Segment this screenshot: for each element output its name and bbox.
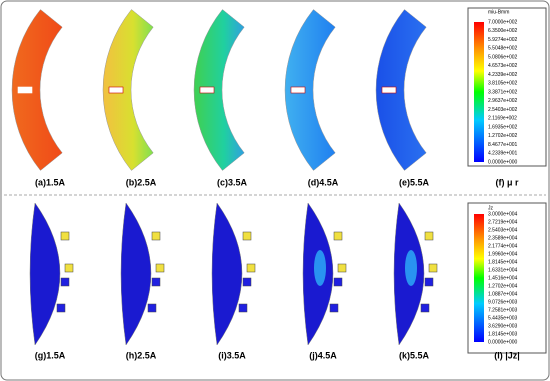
colorbar-tick: 2.1774e+004 bbox=[488, 243, 518, 249]
colorbar-tick: 5.0806e+002 bbox=[488, 54, 518, 60]
colorbar-title: Jz bbox=[488, 205, 494, 211]
colorbar-tick: 8.4677e+001 bbox=[488, 142, 518, 148]
slot bbox=[199, 86, 215, 94]
colorbar-label: (l) |Jz| bbox=[494, 350, 520, 360]
panel-label: (d)4.5A bbox=[308, 177, 339, 187]
colorbar-tick: 6.3500e+002 bbox=[488, 28, 518, 34]
colorbar-tick: 1.0887e+004 bbox=[488, 291, 518, 297]
colorbar-tick: 3.6290e+003 bbox=[488, 323, 518, 329]
colorbar-tick: 1.9960e+004 bbox=[488, 251, 518, 257]
slot bbox=[17, 86, 33, 94]
colorbar-tick: 2.3589e+004 bbox=[488, 235, 518, 241]
coil bbox=[155, 263, 165, 273]
colorbar-tick: 3.8105e+002 bbox=[488, 81, 518, 87]
colorbar-tick: 2.7219e+004 bbox=[488, 219, 518, 225]
coil bbox=[333, 231, 343, 241]
coil bbox=[151, 277, 161, 287]
panel-label: (b)2.5A bbox=[126, 177, 157, 187]
coil bbox=[151, 231, 161, 241]
slot bbox=[381, 86, 397, 94]
panel-label: (j)4.5A bbox=[309, 350, 337, 360]
field-plot bbox=[375, 9, 427, 171]
colorbar-title: miu-Bmm bbox=[488, 9, 509, 15]
colorbar-tick: 0.0000e+000 bbox=[488, 339, 518, 345]
coil bbox=[428, 263, 438, 273]
panel-label: (c)3.5A bbox=[217, 177, 248, 187]
panel-label: (a)1.5A bbox=[35, 177, 66, 187]
colorbar-tick: 1.2702e+004 bbox=[488, 283, 518, 289]
colorbar bbox=[474, 22, 484, 162]
colorbar-tick: 1.2702e+002 bbox=[488, 133, 518, 139]
slot bbox=[290, 86, 306, 94]
colorbar-tick: 3.0000e+004 bbox=[488, 211, 518, 217]
colorbar-tick: 1.6935e+002 bbox=[488, 124, 518, 130]
coil bbox=[242, 277, 252, 287]
colorbar-tick: 1.6331e+004 bbox=[488, 267, 518, 273]
field-plot bbox=[284, 9, 336, 171]
field-plot bbox=[102, 9, 154, 171]
colorbar-tick: 4.2339e+001 bbox=[488, 151, 518, 157]
slot bbox=[108, 86, 124, 94]
coil bbox=[337, 263, 347, 273]
colorbar-tick: 2.5403e+002 bbox=[488, 107, 518, 113]
panel-label: (e)5.5A bbox=[399, 177, 430, 187]
colorbar-tick: 2.5403e+004 bbox=[488, 227, 518, 233]
panel-label: (h)2.5A bbox=[126, 350, 157, 360]
coil bbox=[246, 263, 256, 273]
colorbar-tick: 0.0000e+000 bbox=[488, 159, 518, 165]
field-plot bbox=[11, 9, 63, 171]
coil bbox=[424, 231, 434, 241]
panel-label: (g)1.5A bbox=[35, 350, 66, 360]
colorbar-tick: 7.2581e+003 bbox=[488, 307, 518, 313]
colorbar-tick: 5.4435e+003 bbox=[488, 315, 518, 321]
colorbar-tick: 7.0000e+002 bbox=[488, 19, 518, 25]
colorbar bbox=[474, 214, 484, 342]
colorbar-tick: 5.9274e+002 bbox=[488, 37, 518, 43]
colorbar-tick: 9.0726e+003 bbox=[488, 299, 518, 305]
colorbar-tick: 1.8145e+003 bbox=[488, 331, 518, 337]
field-plot bbox=[193, 9, 245, 171]
colorbar-tick: 5.5048e+002 bbox=[488, 46, 518, 52]
panel-label: (i)3.5A bbox=[218, 350, 246, 360]
colorbar-tick: 2.1169e+002 bbox=[488, 116, 517, 122]
coil bbox=[238, 303, 248, 313]
colorbar-tick: 4.6573e+002 bbox=[488, 63, 518, 69]
colorbar-tick: 2.9637e+002 bbox=[488, 98, 518, 104]
colorbar-label: (f) μ r bbox=[495, 177, 518, 187]
field-plot bbox=[120, 202, 152, 346]
coil bbox=[60, 277, 70, 287]
coil bbox=[60, 231, 70, 241]
coil bbox=[242, 231, 252, 241]
coil bbox=[147, 303, 157, 313]
colorbar-tick: 4.2339e+002 bbox=[488, 72, 518, 78]
panel-label: (k)5.5A bbox=[399, 350, 430, 360]
field-plot bbox=[211, 202, 243, 346]
coil bbox=[333, 277, 343, 287]
coil bbox=[329, 303, 339, 313]
coil bbox=[56, 303, 66, 313]
hotspot bbox=[405, 250, 417, 286]
field-plot bbox=[29, 202, 61, 346]
colorbar-tick: 1.8145e+004 bbox=[488, 259, 518, 265]
hotspot bbox=[314, 250, 326, 286]
coil bbox=[420, 303, 430, 313]
colorbar-tick: 3.3871e+002 bbox=[488, 89, 518, 95]
coil bbox=[64, 263, 74, 273]
colorbar-tick: 1.4516e+004 bbox=[488, 275, 518, 281]
coil bbox=[424, 277, 434, 287]
